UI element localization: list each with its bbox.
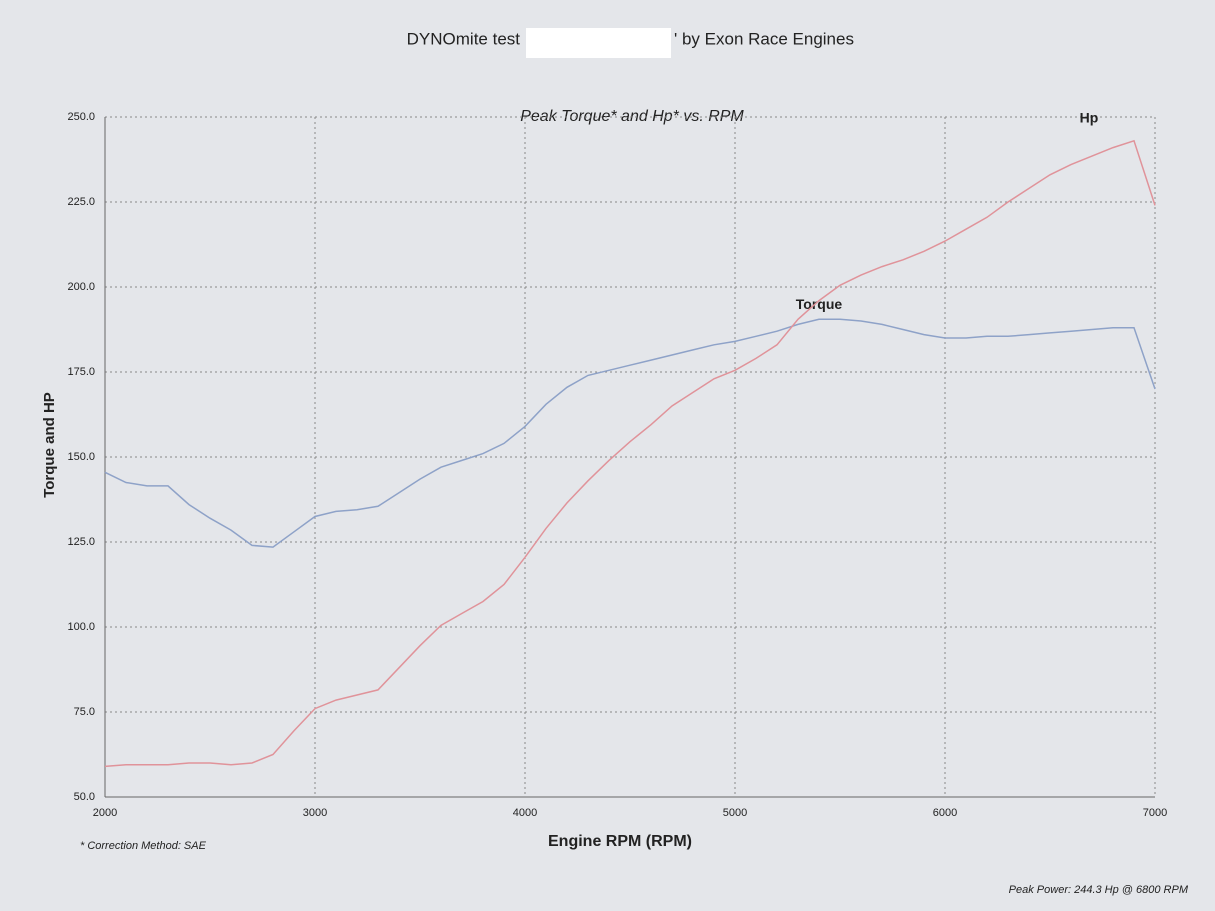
series-line <box>104 139 1156 768</box>
x-tick-label: 6000 <box>933 807 957 819</box>
series-label: Hp <box>1080 110 1099 126</box>
y-axis-label: Torque and HP <box>41 392 58 498</box>
x-tick-label: 7000 <box>1143 807 1167 819</box>
chart-subtitle: Peak Torque* and Hp* vs. RPM <box>520 108 744 125</box>
y-tick-label: 75.0 <box>74 706 95 718</box>
y-tick-label: 250.0 <box>67 111 95 123</box>
y-tick-label: 125.0 <box>67 536 95 548</box>
x-axis-label: Engine RPM (RPM) <box>548 833 692 850</box>
redaction <box>526 28 671 58</box>
x-tick-label: 3000 <box>303 807 327 819</box>
y-tick-label: 50.0 <box>74 791 95 803</box>
chart-title-rest: ' by Exon Race Engines <box>674 29 854 48</box>
y-tick-label: 225.0 <box>67 196 95 208</box>
x-tick-label: 5000 <box>723 807 747 819</box>
series-label: Torque <box>796 296 843 312</box>
y-tick-label: 100.0 <box>67 621 95 633</box>
x-tick-label: 4000 <box>513 807 537 819</box>
y-tick-label: 175.0 <box>67 366 95 378</box>
x-tick-label: 2000 <box>93 807 117 819</box>
chart-title: DYNOmite test <box>407 29 521 48</box>
y-tick-label: 200.0 <box>67 281 95 293</box>
peak-note: Peak Power: 244.3 Hp @ 6800 RPM <box>1009 884 1189 896</box>
footnote: * Correction Method: SAE <box>80 840 207 852</box>
series-line <box>104 318 1156 548</box>
y-tick-label: 150.0 <box>67 451 95 463</box>
